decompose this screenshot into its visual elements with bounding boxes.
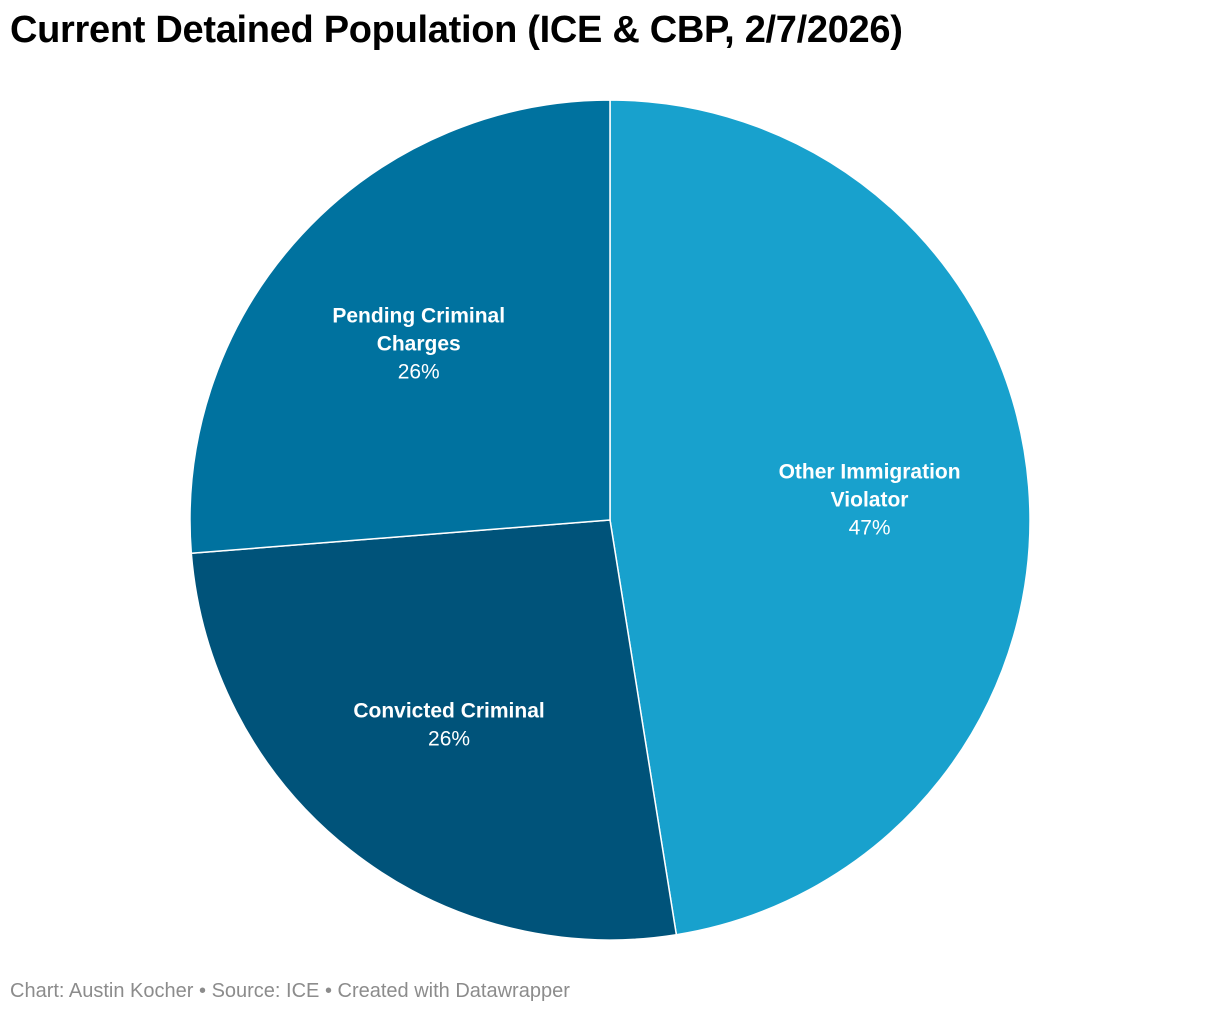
slice-label-name: Convicted Criminal bbox=[353, 700, 544, 723]
pie-slices bbox=[189, 99, 1031, 941]
chart-title: Current Detained Population (ICE & CBP, … bbox=[10, 9, 903, 51]
pie-labels: Other Immigration Violator 47% Convicted Cr… bbox=[332, 304, 960, 750]
footer-source: Source: ICE bbox=[211, 980, 320, 1002]
chart-footer: Chart: Austin Kocher • Source: ICE • Cre… bbox=[10, 980, 570, 1003]
slice-label-name: Charges bbox=[377, 332, 461, 355]
slice-label-name: Other Immigration bbox=[779, 460, 961, 483]
footer-separator: • bbox=[319, 980, 338, 1002]
footer-tool: Created with Datawrapper bbox=[337, 980, 570, 1002]
footer-separator: • bbox=[193, 980, 212, 1002]
footer-credit: Chart: Austin Kocher bbox=[10, 980, 194, 1002]
slice-label-convicted-criminal: Convicted Criminal 26% bbox=[353, 700, 544, 751]
slice-label-value: 47% bbox=[849, 516, 891, 539]
slice-label-other-immigration-violator: Other Immigration Violator 47% bbox=[779, 460, 961, 539]
pie-slice-other-immigration-violator bbox=[609, 99, 1031, 936]
slice-label-name: Pending Criminal bbox=[332, 304, 505, 327]
slice-label-name: Violator bbox=[831, 488, 909, 511]
pie-slice-convicted-criminal bbox=[190, 519, 678, 941]
pie-slice-pending-criminal-charges bbox=[189, 99, 611, 555]
slice-label-value: 26% bbox=[428, 728, 470, 751]
slice-label-value: 26% bbox=[398, 360, 440, 383]
slice-label-pending-criminal-charges: Pending Criminal Charges 26% bbox=[332, 304, 505, 383]
